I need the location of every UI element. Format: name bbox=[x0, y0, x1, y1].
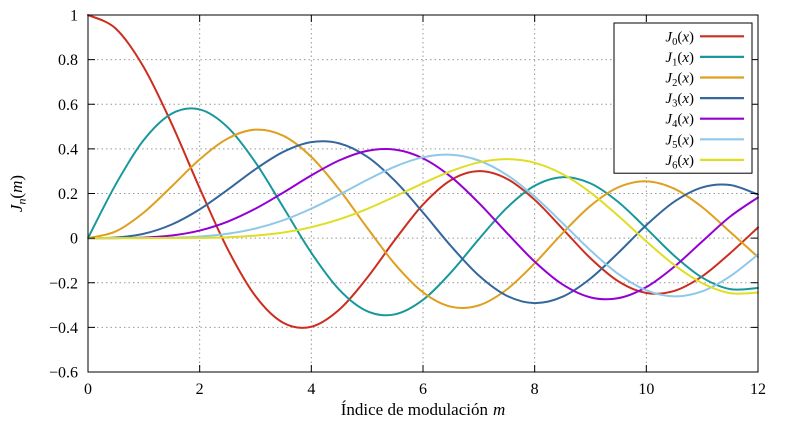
legend-entry: J6(x) bbox=[665, 153, 744, 172]
x-tick-label: 12 bbox=[750, 381, 766, 398]
y-tick-label: 0.4 bbox=[58, 141, 78, 158]
y-tick-label: 0.2 bbox=[58, 186, 78, 203]
y-tick-label: −0.6 bbox=[49, 365, 78, 382]
x-tick-label: 2 bbox=[196, 381, 204, 398]
legend-entry: J5(x) bbox=[665, 132, 744, 151]
legend-entry: J2(x) bbox=[665, 71, 744, 90]
legend-entry: J4(x) bbox=[665, 112, 744, 131]
x-tick-label: 6 bbox=[419, 381, 427, 398]
y-axis-label: Jn(m) bbox=[7, 175, 29, 212]
legend-entry: J1(x) bbox=[665, 50, 744, 69]
legend: J0(x) J1(x) J2(x)J3(x) J4(x)J5(x) J6(x) bbox=[613, 22, 753, 174]
y-tick-label: 0.6 bbox=[58, 97, 78, 114]
legend-label: J4(x) bbox=[665, 112, 694, 131]
legend-label: J6(x) bbox=[665, 153, 694, 172]
x-tick-label: 0 bbox=[84, 381, 92, 398]
x-tick-label: 8 bbox=[531, 381, 539, 398]
legend-label: J2(x) bbox=[665, 71, 694, 90]
series-line-1 bbox=[87, 107, 759, 317]
y-tick-label: 0.8 bbox=[58, 52, 78, 69]
x-tick-label: 4 bbox=[307, 381, 315, 398]
series-line-0 bbox=[87, 14, 759, 329]
y-tick-label: 0 bbox=[70, 231, 78, 248]
y-tick-label: 1 bbox=[70, 8, 78, 25]
y-tick-label: −0.2 bbox=[49, 275, 78, 292]
y-tick-label: −0.4 bbox=[49, 320, 78, 337]
legend-label: J1(x) bbox=[665, 50, 694, 69]
series-line-2 bbox=[87, 128, 759, 310]
legend-label: J0(x) bbox=[665, 29, 694, 48]
series-curves bbox=[87, 14, 759, 329]
legend-entry: J0(x) bbox=[665, 29, 744, 48]
tick-labels: 0 2 4 6 8 10 12 −0.6 −0.4 −0.2 0 0.2 0.4 0.6 0.8 1 bbox=[49, 8, 766, 399]
legend-label: J5(x) bbox=[665, 132, 694, 151]
legend-label: J3(x) bbox=[665, 91, 694, 110]
x-axis-label: Índice de modulación m bbox=[341, 400, 506, 419]
series-line-5 bbox=[87, 153, 759, 298]
legend-entry: J3(x) bbox=[665, 91, 744, 110]
series-line-6 bbox=[87, 158, 759, 295]
x-tick-label: 10 bbox=[638, 381, 654, 398]
series-line-3 bbox=[87, 140, 759, 305]
